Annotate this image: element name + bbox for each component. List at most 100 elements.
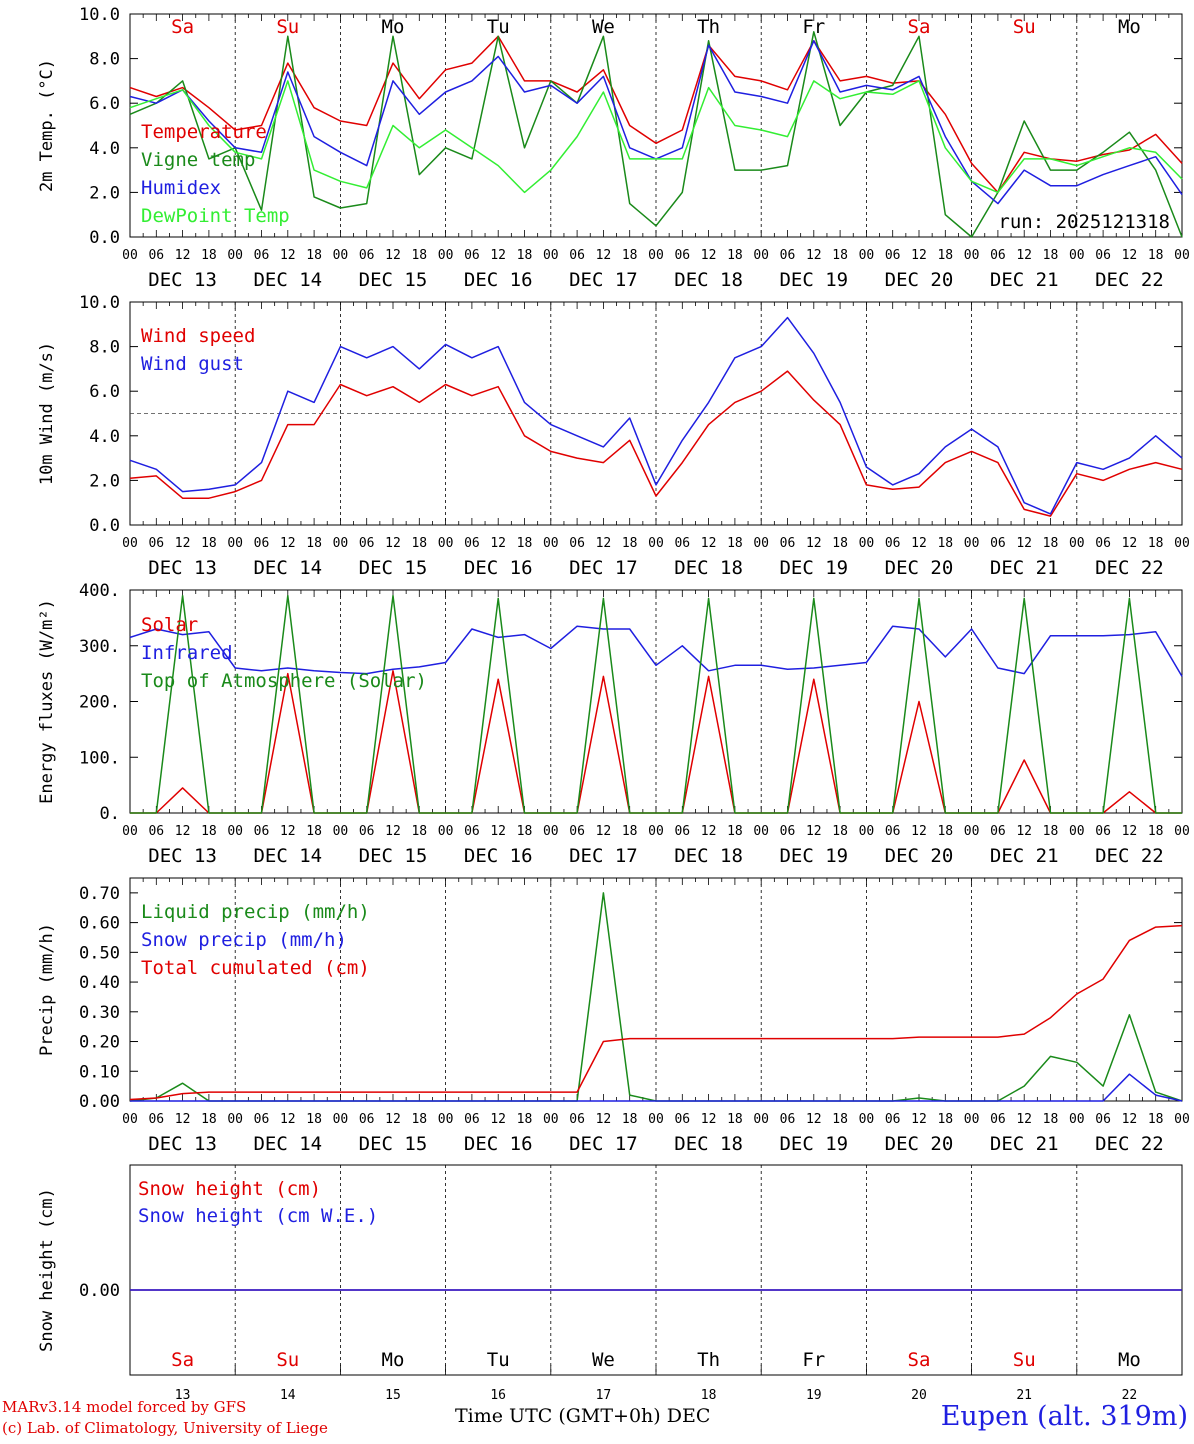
hour-tick-label: 00 xyxy=(438,1112,454,1127)
y-tick-label: 0.0 xyxy=(89,516,120,536)
hour-tick-label: 00 xyxy=(859,536,875,551)
hour-tick-label: 06 xyxy=(780,536,796,551)
hour-tick-label: 12 xyxy=(490,536,506,551)
hour-tick-label: 00 xyxy=(227,824,243,839)
date-label: DEC 20 xyxy=(885,557,954,579)
hour-tick-label: 12 xyxy=(911,1112,927,1127)
y-axis-title: Precip (mm/h) xyxy=(37,923,57,1056)
hour-tick-label: 06 xyxy=(464,824,480,839)
hour-tick-label: 12 xyxy=(1122,824,1138,839)
date-label: DEC 20 xyxy=(885,845,954,867)
y-tick-label: 400. xyxy=(79,581,120,601)
date-label: DEC 18 xyxy=(674,845,743,867)
date-label: DEC 15 xyxy=(359,845,428,867)
legend-entry: Solar xyxy=(141,614,198,636)
day-number-label: 13 xyxy=(175,1388,191,1403)
hour-tick-label: 00 xyxy=(648,536,664,551)
y-tick-label: 100. xyxy=(79,748,120,768)
hour-tick-label: 12 xyxy=(280,536,296,551)
legend-entry: Total cumulated (cm) xyxy=(141,957,370,979)
hour-tick-label: 00 xyxy=(333,824,349,839)
hour-tick-label: 18 xyxy=(1043,824,1059,839)
hour-tick-label: 00 xyxy=(753,824,769,839)
hour-tick-label: 06 xyxy=(569,1112,585,1127)
y-tick-label: 6.0 xyxy=(89,382,120,402)
hour-tick-label: 06 xyxy=(569,824,585,839)
date-label: DEC 21 xyxy=(990,557,1059,579)
hour-tick-label: 12 xyxy=(911,536,927,551)
hour-tick-label: 00 xyxy=(1069,824,1085,839)
date-label: DEC 22 xyxy=(1095,1133,1164,1155)
y-tick-label: 0. xyxy=(100,804,120,824)
date-label: DEC 13 xyxy=(148,845,217,867)
hour-tick-label: 00 xyxy=(859,248,875,263)
hour-tick-label: 18 xyxy=(937,1112,953,1127)
hour-tick-label: 18 xyxy=(517,248,533,263)
panel-4: 0.00 0.10 0.20 0.30 0.40 0.50 0.60 0.70 Precip (… xyxy=(37,877,1190,1155)
hour-tick-label: 12 xyxy=(596,1112,612,1127)
hour-tick-label: 18 xyxy=(411,824,427,839)
y-tick-label: 0.30 xyxy=(79,1003,120,1023)
date-label: DEC 20 xyxy=(885,1133,954,1155)
hour-tick-label: 18 xyxy=(832,1112,848,1127)
weekday-label-bottom: Th xyxy=(697,1349,720,1371)
hour-tick-label: 00 xyxy=(753,1112,769,1127)
hour-tick-label: 06 xyxy=(148,248,164,263)
hour-tick-label: 12 xyxy=(385,536,401,551)
hour-tick-label: 00 xyxy=(648,1112,664,1127)
hour-tick-label: 18 xyxy=(306,536,322,551)
y-tick-label: 0.60 xyxy=(79,914,120,934)
hour-tick-label: 18 xyxy=(411,248,427,263)
weekday-label-top: Su xyxy=(276,16,299,38)
hour-tick-label: 06 xyxy=(780,248,796,263)
day-number-label: 15 xyxy=(385,1388,401,1403)
hour-tick-label: 00 xyxy=(859,1112,875,1127)
date-label: DEC 16 xyxy=(464,269,533,291)
date-label: DEC 16 xyxy=(464,845,533,867)
hour-tick-label: 12 xyxy=(175,536,191,551)
hour-tick-label: 00 xyxy=(1174,1112,1190,1127)
hour-tick-label: 00 xyxy=(227,248,243,263)
date-label: DEC 18 xyxy=(674,1133,743,1155)
y-axis-title: Snow height (cm) xyxy=(37,1188,57,1352)
weekday-label-top: Sa xyxy=(171,16,194,38)
hour-tick-label: 06 xyxy=(359,1112,375,1127)
weekday-label-bottom: Su xyxy=(276,1349,299,1371)
hour-tick-label: 00 xyxy=(648,824,664,839)
date-label: DEC 17 xyxy=(569,1133,638,1155)
series-line-wind-speed xyxy=(129,370,1183,517)
date-label: DEC 22 xyxy=(1095,269,1164,291)
y-tick-label: 0.10 xyxy=(79,1062,120,1082)
date-label: DEC 19 xyxy=(779,557,848,579)
weekday-label-top: We xyxy=(592,16,615,38)
run-label: run: 2025121318 xyxy=(998,211,1170,233)
y-axis-title: 10m Wind (m/s) xyxy=(37,342,57,485)
y-tick-label: 0.70 xyxy=(79,884,120,904)
series-line-dewpoint-temp xyxy=(129,80,1183,194)
date-label: DEC 20 xyxy=(885,269,954,291)
y-tick-label: 2.0 xyxy=(89,471,120,491)
hour-tick-label: 00 xyxy=(753,536,769,551)
hour-tick-label: 12 xyxy=(1016,1112,1032,1127)
date-label: DEC 16 xyxy=(464,1133,533,1155)
legend-entry: Infrared xyxy=(141,642,233,664)
hour-tick-label: 12 xyxy=(490,248,506,263)
hour-tick-label: 06 xyxy=(254,536,270,551)
hour-tick-label: 06 xyxy=(1095,1112,1111,1127)
hour-tick-label: 00 xyxy=(122,1112,138,1127)
hour-tick-label: 12 xyxy=(806,536,822,551)
weekday-label-top: Th xyxy=(697,16,720,38)
y-axis-title: 2m Temp. (°C) xyxy=(37,59,57,192)
y-tick-label: 4.0 xyxy=(89,427,120,447)
weekday-label-bottom: Mo xyxy=(1118,1349,1141,1371)
y-tick-label: 200. xyxy=(79,693,120,713)
date-label: DEC 15 xyxy=(359,269,428,291)
hour-tick-label: 18 xyxy=(1043,536,1059,551)
hour-tick-label: 06 xyxy=(885,824,901,839)
legend-entry: Wind speed xyxy=(141,325,255,347)
hour-tick-label: 06 xyxy=(780,824,796,839)
hour-tick-label: 12 xyxy=(385,1112,401,1127)
hour-tick-label: 12 xyxy=(1016,536,1032,551)
